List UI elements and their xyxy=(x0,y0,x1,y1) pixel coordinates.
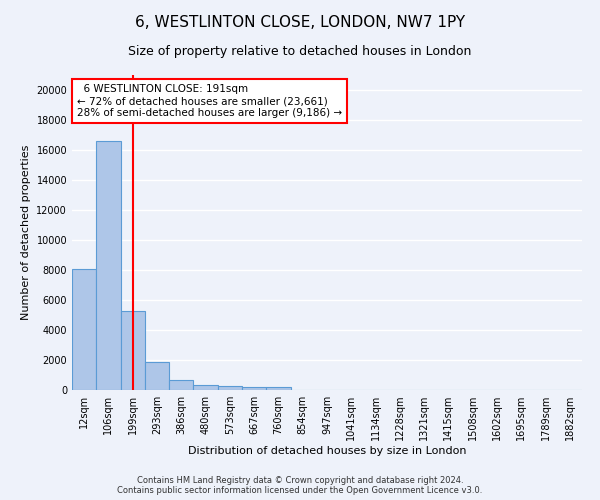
Bar xyxy=(193,385,218,390)
Y-axis label: Number of detached properties: Number of detached properties xyxy=(21,145,31,320)
Bar xyxy=(121,310,145,390)
Text: Contains HM Land Registry data © Crown copyright and database right 2024.
Contai: Contains HM Land Registry data © Crown c… xyxy=(118,476,482,495)
Bar xyxy=(72,268,96,390)
Text: 6 WESTLINTON CLOSE: 191sqm  
← 72% of detached houses are smaller (23,661)
28% o: 6 WESTLINTON CLOSE: 191sqm ← 72% of deta… xyxy=(77,84,342,117)
Text: 6, WESTLINTON CLOSE, LONDON, NW7 1PY: 6, WESTLINTON CLOSE, LONDON, NW7 1PY xyxy=(135,15,465,30)
X-axis label: Distribution of detached houses by size in London: Distribution of detached houses by size … xyxy=(188,446,466,456)
Bar xyxy=(266,388,290,390)
Bar xyxy=(218,386,242,390)
Bar xyxy=(145,362,169,390)
Bar xyxy=(242,387,266,390)
Bar xyxy=(169,380,193,390)
Text: Size of property relative to detached houses in London: Size of property relative to detached ho… xyxy=(128,45,472,58)
Bar xyxy=(96,141,121,390)
